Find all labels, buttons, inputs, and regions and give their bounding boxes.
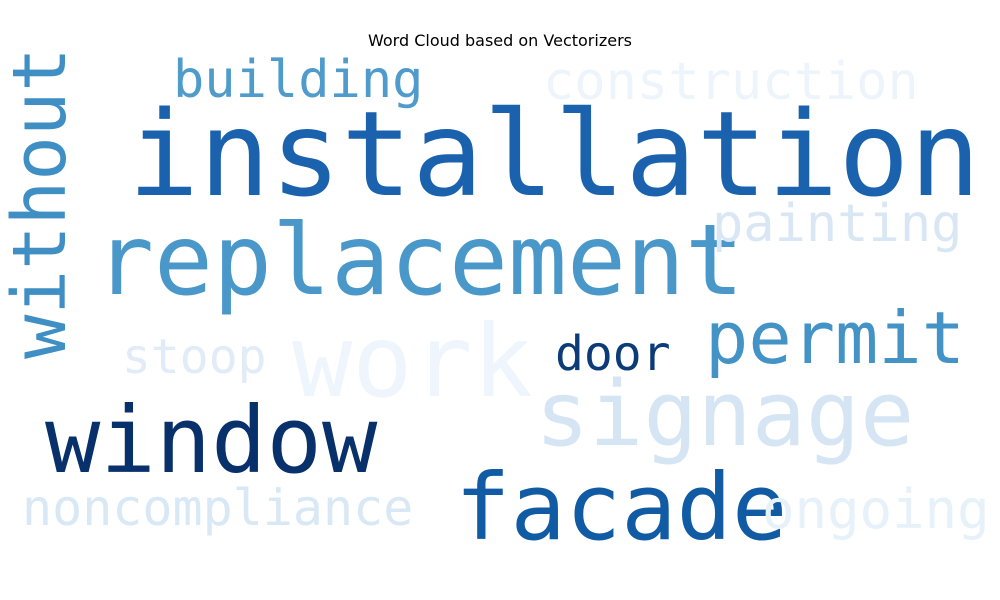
- word-noncompliance: noncompliance: [22, 479, 414, 537]
- word-work: work: [292, 303, 533, 420]
- word-painting: painting: [712, 194, 963, 254]
- word-construction: construction: [543, 52, 919, 112]
- word-signage: signage: [535, 362, 915, 467]
- word-stoop: stoop: [122, 329, 267, 385]
- word-ongoing: ongoing: [762, 478, 990, 541]
- chart-title: Word Cloud based on Vectorizers: [368, 31, 632, 50]
- word-window: window: [45, 387, 378, 494]
- word-building: building: [173, 50, 424, 110]
- word-replacement: replacement: [95, 204, 745, 318]
- word-installation: installation: [128, 85, 981, 223]
- word-without: without: [0, 47, 83, 359]
- word-door: door: [555, 326, 671, 382]
- word-permit: permit: [705, 296, 966, 380]
- word-facade: facade: [455, 454, 788, 561]
